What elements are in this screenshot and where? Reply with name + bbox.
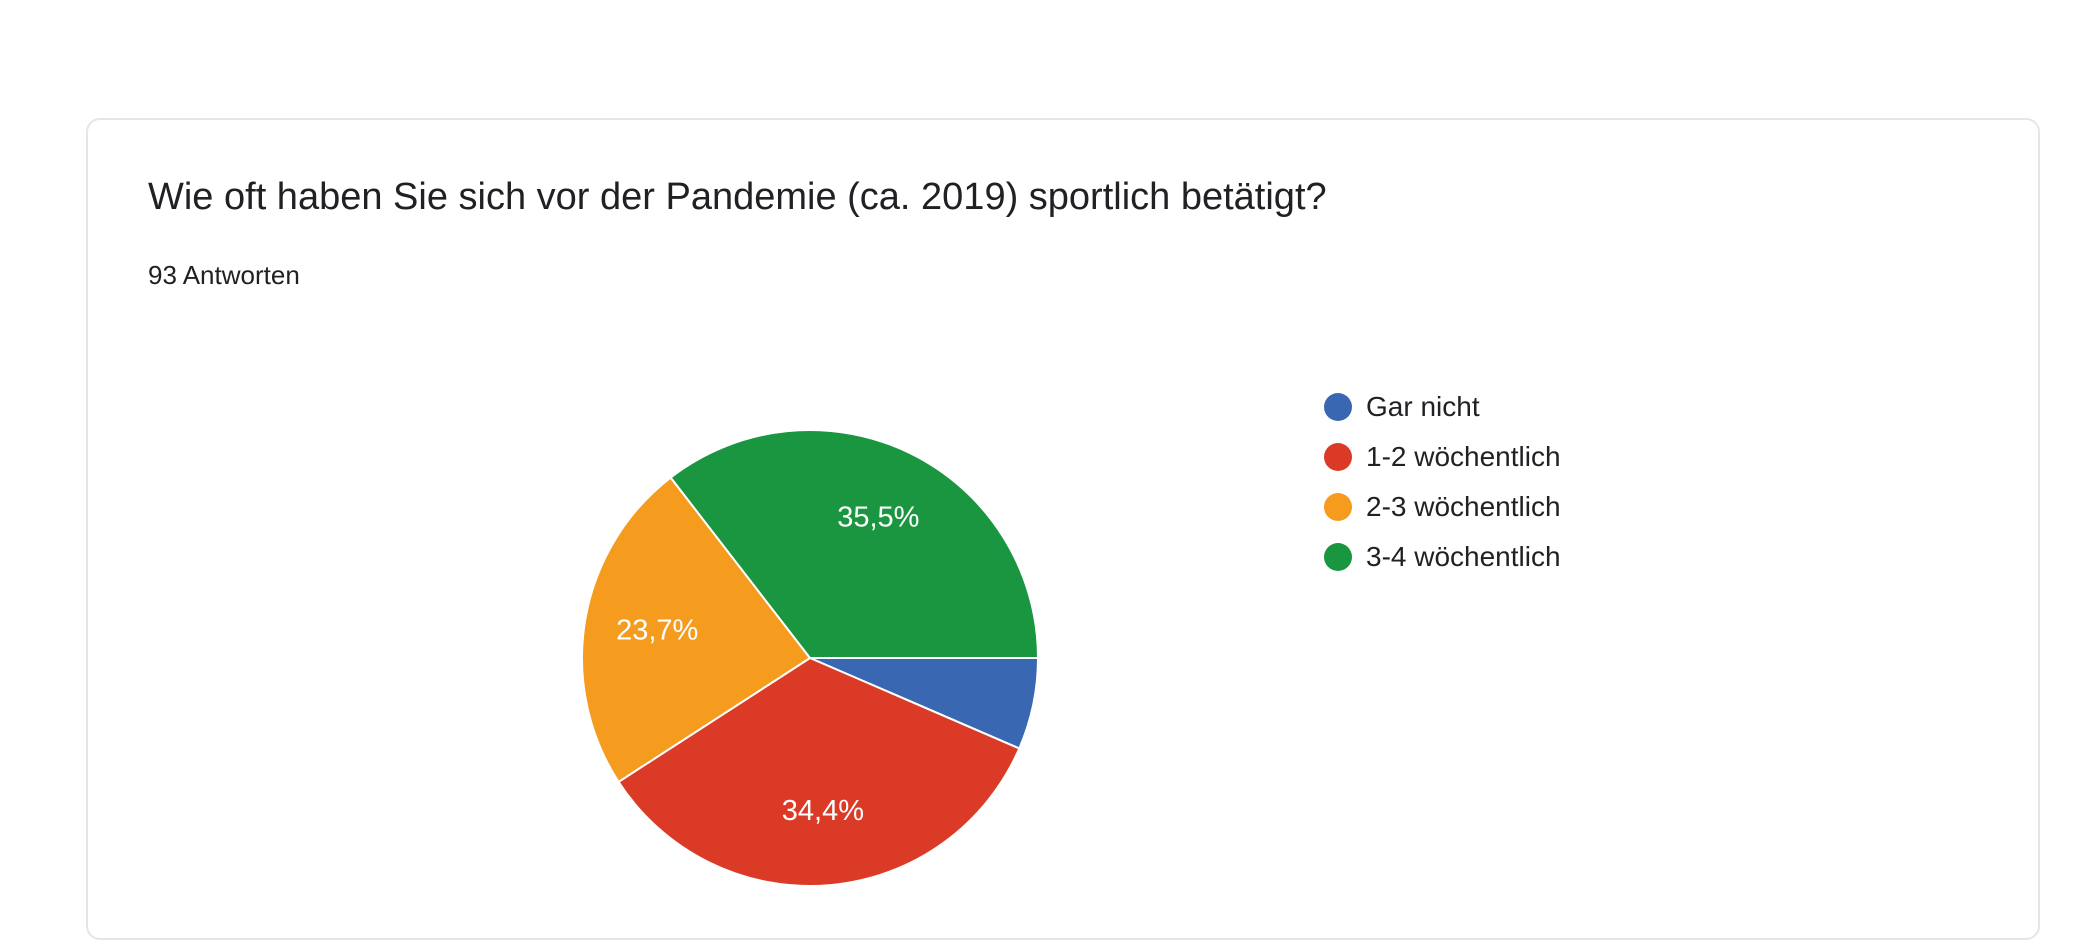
legend-swatch bbox=[1324, 393, 1352, 421]
legend-item-3-4-woechentlich: 3-4 wöchentlich bbox=[1324, 532, 1561, 582]
slice-label-1-2-woechentlich: 34,4% bbox=[782, 795, 864, 827]
legend-item-1-2-woechentlich: 1-2 wöchentlich bbox=[1324, 432, 1561, 482]
slice-label-2-3-woechentlich: 23,7% bbox=[616, 615, 698, 647]
legend-swatch bbox=[1324, 543, 1352, 571]
legend-swatch bbox=[1324, 493, 1352, 521]
pie-chart: 34,4% 23,7% 35,5% bbox=[581, 429, 1040, 887]
response-count: 93 Antworten bbox=[148, 260, 300, 290]
legend-label: Gar nicht bbox=[1366, 391, 1480, 422]
legend-item-gar-nicht: Gar nicht bbox=[1324, 382, 1561, 432]
legend-item-2-3-woechentlich: 2-3 wöchentlich bbox=[1324, 482, 1561, 532]
legend-label: 3-4 wöchentlich bbox=[1366, 541, 1561, 572]
legend-swatch bbox=[1324, 443, 1352, 471]
legend-label: 1-2 wöchentlich bbox=[1366, 441, 1561, 472]
pie-slice-3-4-woechentlich bbox=[669, 429, 1040, 659]
question-title: Wie oft haben Sie sich vor der Pandemie … bbox=[148, 176, 1327, 218]
pie-slice-2-3-woechentlich bbox=[581, 476, 812, 784]
slice-label-3-4-woechentlich: 35,5% bbox=[837, 502, 919, 534]
legend-label: 2-3 wöchentlich bbox=[1366, 491, 1561, 522]
response-summary-card: Wie oft haben Sie sich vor der Pandemie … bbox=[86, 118, 2040, 940]
chart-legend: Gar nicht 1-2 wöchentlich 2-3 wöchentlich 3… bbox=[1324, 382, 1561, 582]
pie-slice-1-2-woechentlich bbox=[617, 656, 1021, 887]
